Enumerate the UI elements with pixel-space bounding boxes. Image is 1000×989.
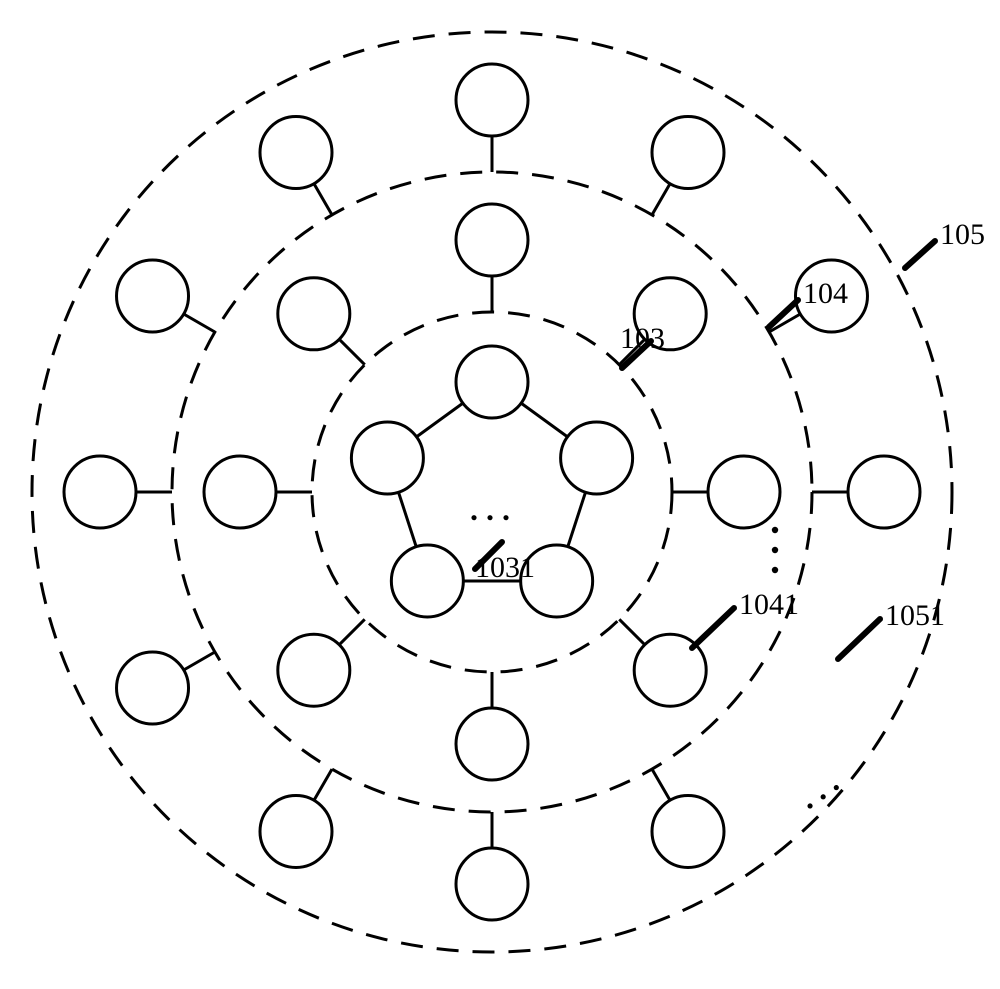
outer-node [64,456,136,528]
label-leader-1041 [692,608,734,648]
middle-node [204,456,276,528]
outer-stem [652,184,670,215]
outer-node [652,795,724,867]
network-diagram: . . . . . . 105 104 103 1031 1041 1051 [0,0,1000,989]
outer-node [456,848,528,920]
ellipsis-dot [772,567,778,573]
outer-node [260,117,332,189]
middle-node [456,204,528,276]
inner-node [351,422,423,494]
ellipsis: . . . [791,763,844,815]
label-1041: 1041 [739,588,799,621]
label-104: 104 [803,277,848,310]
inner-node [456,346,528,418]
inner-node [391,545,463,617]
outer-node [848,456,920,528]
middle-stem [339,619,364,644]
outer-stem [652,769,670,800]
label-1031: 1031 [475,551,535,584]
label-103: 103 [620,322,665,355]
label-leader-1051 [838,619,880,659]
outer-stem [184,652,215,670]
ellipsis-dot [772,527,778,533]
label-1051: 1051 [885,599,945,632]
ellipsis: . . . [470,491,510,527]
label-105: 105 [940,218,985,251]
middle-node [708,456,780,528]
outer-node [117,260,189,332]
outer-node [117,652,189,724]
middle-node [456,708,528,780]
inner-node [561,422,633,494]
outer-stem [314,769,332,800]
outer-node [652,117,724,189]
outer-node [260,795,332,867]
outer-stem [314,184,332,215]
middle-stem [619,619,644,644]
outer-stem [184,314,215,332]
middle-node [278,278,350,350]
middle-stem [339,339,364,364]
outer-node [456,64,528,136]
middle-node [278,634,350,706]
ellipsis-dot [772,547,778,553]
label-leader-105 [905,241,935,268]
